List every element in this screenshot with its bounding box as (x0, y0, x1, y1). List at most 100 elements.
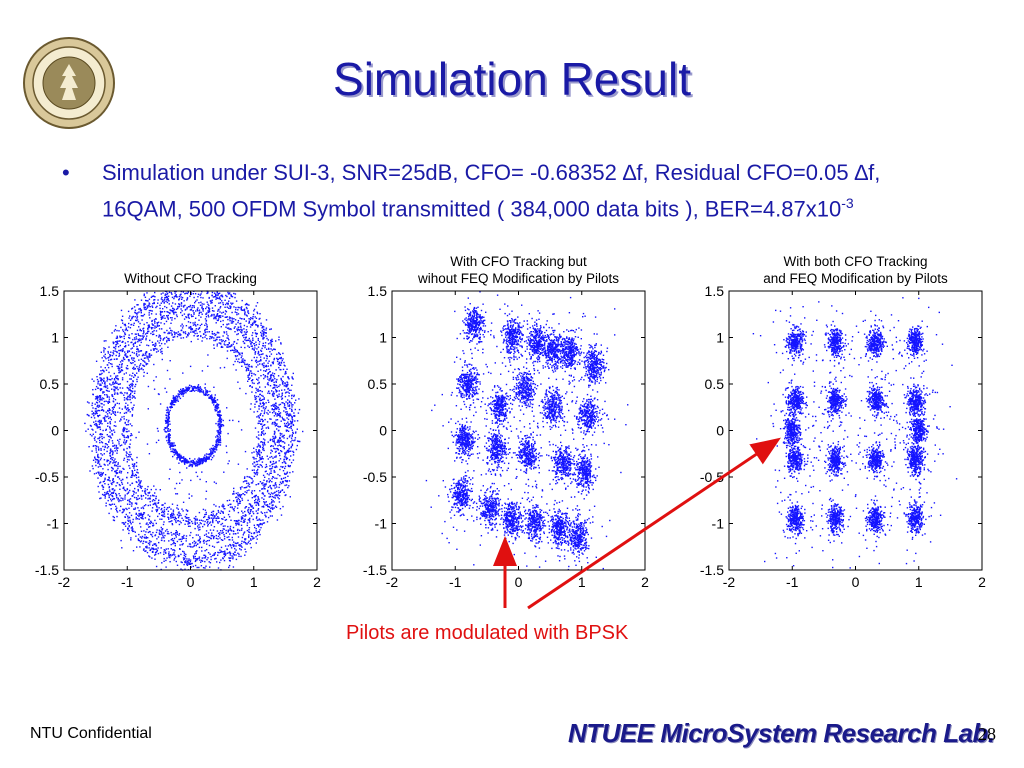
scatter-point (175, 520, 177, 522)
scatter-point (113, 358, 116, 360)
scatter-point (101, 437, 103, 440)
scatter-point (205, 334, 207, 336)
scatter-point (156, 508, 159, 511)
scatter-point (131, 459, 134, 461)
scatter-point (112, 383, 114, 386)
scatter-point (225, 518, 228, 521)
scatter-point (270, 353, 273, 355)
scatter-point (291, 394, 293, 396)
scatter-point (121, 522, 123, 524)
scatter-point (270, 468, 272, 470)
scatter-point (156, 505, 158, 507)
scatter-point (178, 534, 180, 536)
scatter-point (160, 316, 162, 318)
scatter-point (282, 441, 285, 443)
scatter-point (293, 414, 296, 417)
scatter-point (123, 457, 126, 460)
scatter-point (173, 297, 175, 300)
scatter-point (153, 319, 156, 321)
scatter-point (259, 464, 261, 466)
scatter-point (185, 388, 187, 390)
scatter-point (219, 512, 222, 514)
scatter-point (176, 504, 179, 507)
scatter-point (137, 538, 139, 540)
scatter-point (253, 447, 255, 449)
scatter-point (259, 363, 261, 365)
scatter-point (247, 367, 249, 369)
scatter-point (274, 448, 276, 450)
scatter-point (125, 451, 128, 453)
scatter-point (117, 342, 119, 345)
scatter-point (188, 333, 190, 335)
scatter-point (136, 380, 138, 383)
scatter-point (214, 445, 216, 448)
scatter-point (243, 342, 246, 345)
scatter-point (106, 380, 108, 382)
scatter-point (146, 357, 148, 359)
scatter-point (179, 520, 181, 523)
scatter-point (94, 388, 97, 391)
scatter-point (279, 357, 281, 359)
scatter-point (288, 378, 290, 380)
scatter-point (278, 486, 280, 489)
scatter-point (152, 302, 154, 305)
scatter-point (138, 366, 140, 368)
scatter-point (251, 490, 253, 492)
scatter-point (129, 521, 131, 523)
scatter-point (147, 537, 149, 539)
scatter-point (215, 422, 217, 425)
scatter-point (195, 560, 197, 562)
scatter-point (292, 451, 295, 454)
scatter-point (181, 536, 183, 538)
scatter-point (186, 459, 188, 461)
scatter-point (277, 425, 279, 427)
scatter-point (114, 350, 116, 352)
scatter-point (278, 501, 281, 503)
scatter-point (227, 302, 229, 304)
scatter-point (262, 342, 264, 345)
scatter-point (288, 447, 290, 450)
scatter-point (236, 523, 238, 525)
scatter-point (129, 362, 132, 364)
scatter-point (188, 543, 191, 545)
scatter-point (117, 393, 119, 395)
scatter-point (140, 512, 142, 514)
scatter-point (270, 455, 273, 458)
scatter-point (143, 323, 145, 326)
scatter-point (141, 338, 144, 340)
scatter-point (128, 525, 130, 527)
scatter-point (156, 549, 159, 551)
scatter-point (199, 459, 202, 461)
scatter-point (257, 382, 259, 385)
scatter-point (143, 308, 146, 310)
scatter-point (278, 441, 280, 444)
scatter-point (216, 296, 218, 299)
scatter-point (163, 323, 166, 325)
scatter-point (278, 426, 280, 428)
scatter-point (272, 435, 274, 438)
scatter-point (237, 309, 239, 311)
scatter-point (157, 547, 159, 549)
scatter-point (246, 363, 249, 365)
scatter-point (180, 522, 182, 524)
scatter-point (204, 324, 206, 326)
scatter-point (152, 324, 155, 326)
scatter-point (161, 347, 163, 350)
scatter-point (106, 416, 108, 418)
scatter-point (152, 503, 154, 506)
scatter-point (245, 314, 248, 316)
scatter-point (189, 543, 192, 545)
scatter-point (258, 377, 260, 379)
plot-title-line: Without CFO Tracking (124, 271, 257, 286)
scatter-point (113, 503, 116, 505)
scatter-point (87, 428, 89, 430)
scatter-point (271, 495, 274, 498)
scatter-point (279, 436, 281, 439)
scatter-point (112, 498, 114, 501)
scatter-point (274, 491, 276, 493)
scatter-point (148, 522, 151, 524)
scatter-point (241, 330, 243, 332)
scatter-point (115, 354, 117, 357)
scatter-point (131, 470, 134, 473)
scatter-point (143, 530, 145, 532)
